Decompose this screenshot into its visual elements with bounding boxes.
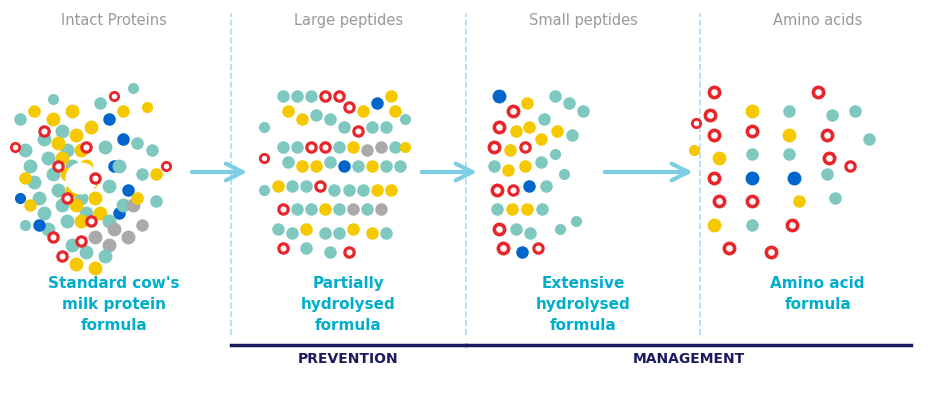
Text: Small peptides: Small peptides xyxy=(529,13,637,28)
Text: PREVENTION: PREVENTION xyxy=(298,352,399,367)
Text: Extensive
hydrolysed
formula: Extensive hydrolysed formula xyxy=(535,276,630,333)
Text: Partially
hydrolysed
formula: Partially hydrolysed formula xyxy=(301,276,396,333)
Text: Intact Proteins: Intact Proteins xyxy=(61,13,167,28)
Text: Amino acids: Amino acids xyxy=(773,13,862,28)
Text: Standard cow's
milk protein
formula: Standard cow's milk protein formula xyxy=(48,276,180,333)
Text: Amino acid
formula: Amino acid formula xyxy=(771,276,865,312)
Text: Large peptides: Large peptides xyxy=(294,13,403,28)
Text: MANAGEMENT: MANAGEMENT xyxy=(632,352,744,367)
